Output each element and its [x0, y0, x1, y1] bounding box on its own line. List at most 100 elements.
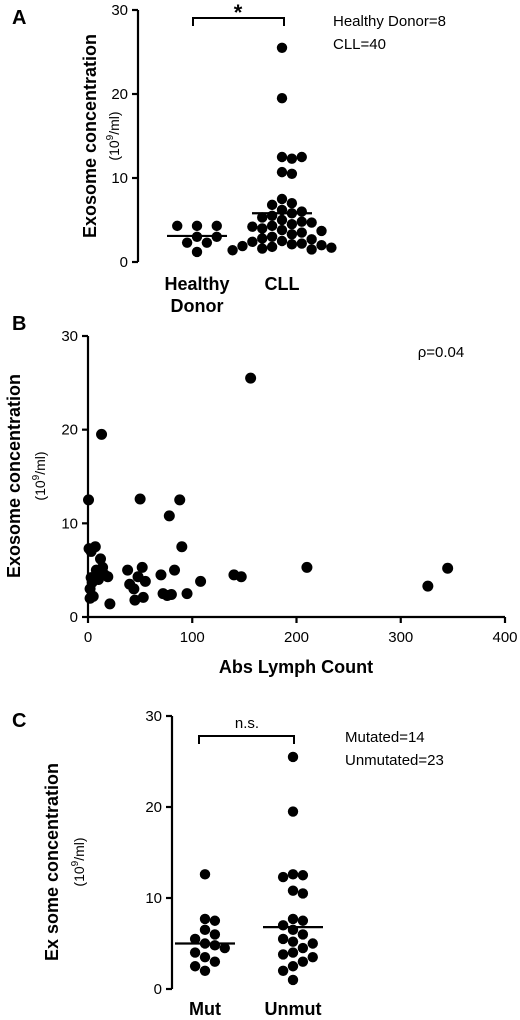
- panel-c-significance: n.s.: [235, 715, 259, 732]
- panel-b: B 0 10 20 30 0 100 200 300 400 Exosome concentr…: [4, 313, 518, 677]
- panel-c-y-tick-label: 30: [145, 708, 162, 725]
- panel-a-cll-point: [276, 42, 288, 53]
- panel-b-point: [95, 553, 107, 565]
- panel-b-x-tick-label: 300: [388, 629, 413, 646]
- panel-c-mut-point: [219, 942, 230, 954]
- panel-a-cll-point: [276, 151, 288, 163]
- panel-a-cll-point: [286, 168, 298, 179]
- panel-b-point: [155, 569, 167, 581]
- panel-a: A 0 10 20 30 Exosome concentration (109/ml)…: [12, 0, 446, 316]
- panel-b-point: [165, 589, 177, 601]
- panel-b-annotation: ρ=0.04: [418, 344, 465, 361]
- panel-a-cll-point: [306, 234, 317, 245]
- panel-b-x-tick-label: 0: [84, 629, 92, 646]
- panel-b-point: [129, 594, 141, 606]
- panel-c-unmut-point: [287, 974, 299, 986]
- panel-c-y-label: Ex some concentration: [42, 763, 62, 961]
- panel-b-x-label: Abs Lymph Count: [219, 657, 373, 677]
- panel-a-healthy-point: [172, 220, 183, 232]
- panel-c-category-mut: Mut: [189, 999, 221, 1019]
- panel-c-unmut-point: [287, 961, 299, 972]
- panel-c-unmut-point: [297, 915, 309, 926]
- panel-c-unmut-point: [287, 913, 299, 925]
- panel-c-annotation-mutated: Mutated=14: [345, 729, 425, 746]
- panel-a-cll-point: [276, 193, 288, 205]
- panel-a-healthy-point: [191, 220, 203, 232]
- panel-b-point: [195, 575, 207, 587]
- panel-c-unmut-point: [277, 920, 289, 931]
- panel-b-point: [169, 564, 181, 576]
- panel-a-cll-point: [257, 223, 268, 234]
- panel-c-mut-point: [209, 956, 221, 967]
- panel-b-point: [181, 588, 193, 600]
- panel-c-unmut-point: [297, 929, 309, 940]
- panel-b-y-tick-label: 10: [61, 515, 78, 532]
- panel-a-healthy-point: [191, 246, 203, 258]
- panel-b-point: [442, 562, 454, 574]
- panel-a-cll-point: [286, 239, 298, 250]
- panel-c-mut-point: [189, 947, 201, 958]
- panel-a-cll-point: [266, 220, 278, 232]
- panel-c-mut-point: [209, 940, 221, 951]
- panel-b-point: [163, 510, 175, 522]
- panel-a-cll-point: [247, 221, 258, 232]
- panel-b-point: [96, 428, 108, 440]
- panel-a-cll-point: [227, 245, 238, 256]
- panel-c-unmut-point: [277, 949, 289, 960]
- panel-b-point: [174, 494, 186, 506]
- panel-b-point: [235, 571, 247, 583]
- panel-a-cll-point: [247, 236, 258, 248]
- panel-b-point: [136, 561, 148, 573]
- panel-a-cll-point: [276, 166, 288, 178]
- panel-c-unmut-point: [287, 806, 299, 817]
- panel-a-annotation-cll: CLL=40: [333, 36, 386, 53]
- panel-a-label: A: [12, 7, 26, 29]
- panel-a-cll-point: [326, 242, 337, 253]
- panel-b-point: [134, 493, 146, 505]
- panel-b-x-tick-label: 200: [284, 629, 309, 646]
- panel-a-y-tick-label: 10: [111, 170, 128, 187]
- panel-a-y-unit: (109/ml): [105, 111, 122, 160]
- panel-a-healthy-point: [211, 220, 222, 232]
- panel-b-y-label: Exosome concentration: [4, 374, 24, 578]
- panel-b-point: [87, 590, 99, 602]
- panel-a-annotation-healthy: Healthy Donor=8: [333, 13, 446, 30]
- panel-b-point: [104, 598, 116, 610]
- panel-a-category-cll: CLL: [265, 274, 300, 294]
- panel-a-cll-point: [296, 206, 307, 217]
- panel-a-y-tick-label: 0: [120, 254, 128, 271]
- panel-a-cll-point: [237, 240, 248, 252]
- panel-c-unmut-point: [307, 938, 318, 949]
- panel-b-point: [176, 541, 188, 553]
- panel-a-cll-point: [276, 93, 288, 104]
- panel-c-y-unit: (109/ml): [70, 837, 87, 886]
- panel-a-cll-point: [316, 240, 327, 251]
- panel-c-significance-bracket: [198, 735, 295, 744]
- panel-c-unmut-point: [297, 956, 309, 967]
- panel-a-y-label: Exosome concentration: [80, 34, 100, 238]
- panel-c-unmut-point: [287, 869, 299, 880]
- panel-c-label: C: [12, 710, 26, 732]
- panel-c-mut-point: [199, 924, 211, 936]
- panel-b-point: [245, 372, 257, 384]
- panel-c-mut-point: [199, 951, 211, 963]
- panel-c-y-tick-label: 10: [145, 890, 162, 907]
- panel-c-unmut-point: [287, 885, 299, 896]
- panel-b-y-tick-label: 20: [61, 422, 78, 439]
- panel-a-cll-point: [266, 199, 278, 211]
- panel-c-mut-point: [199, 913, 211, 925]
- panel-a-cll-point: [286, 153, 298, 164]
- panel-b-point: [139, 575, 151, 587]
- panel-a-healthy-point: [181, 237, 193, 248]
- panel-a-significance-bracket: [192, 17, 285, 26]
- panel-c-unmut-point: [297, 870, 309, 881]
- panel-a-cll-point: [266, 210, 278, 221]
- panel-a-cll-point: [266, 231, 278, 242]
- panel-a-category-healthy-line1: Healthy: [164, 274, 229, 294]
- panel-a-cll-point: [296, 238, 307, 249]
- panel-c-unmut-point: [287, 936, 299, 947]
- panel-b-point: [102, 571, 114, 583]
- panel-a-cll-point: [286, 229, 298, 240]
- panel-b-point: [422, 580, 434, 592]
- panel-b-point: [128, 583, 140, 595]
